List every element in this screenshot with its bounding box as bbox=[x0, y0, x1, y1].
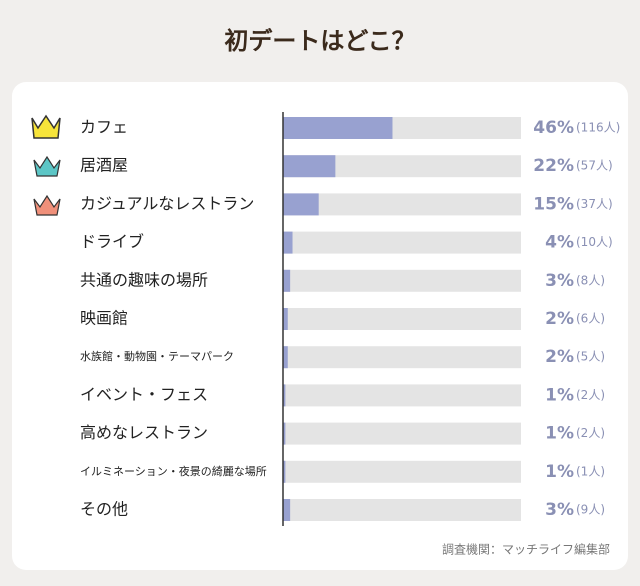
count-label: (1人) bbox=[576, 464, 605, 478]
count-label: (2人) bbox=[576, 426, 605, 440]
category-label: イルミネーション・夜景の綺麗な場所 bbox=[80, 464, 267, 478]
bar-track bbox=[283, 231, 521, 254]
value-label: 2% bbox=[545, 309, 574, 329]
source: 調査機関：マッチライフ編集部 bbox=[442, 542, 610, 557]
bar bbox=[283, 308, 288, 330]
bar bbox=[283, 269, 291, 292]
bar-track bbox=[283, 193, 521, 216]
category-label: 共通の趣味の場所 bbox=[80, 270, 208, 289]
bar-track bbox=[283, 308, 521, 330]
category-label: 映画館 bbox=[80, 309, 128, 328]
bar bbox=[283, 346, 288, 369]
chart-title: 初デートはどこ？ bbox=[224, 27, 415, 55]
category-label: その他 bbox=[80, 500, 128, 519]
value-label: 1% bbox=[545, 385, 574, 405]
value-label: 22% bbox=[533, 156, 574, 176]
value-label: 46% bbox=[533, 118, 574, 138]
category-label: カジュアルなレストラン bbox=[80, 194, 254, 213]
bar bbox=[283, 193, 319, 216]
value-label: 2% bbox=[545, 347, 574, 367]
category-label: イベント・フェス bbox=[80, 385, 208, 404]
bar bbox=[283, 384, 286, 407]
bar-track bbox=[283, 422, 521, 445]
count-label: (2人) bbox=[576, 388, 605, 402]
value-label: 15% bbox=[533, 194, 574, 214]
value-label: 3% bbox=[545, 271, 574, 291]
bar-track bbox=[283, 346, 521, 369]
bar-track bbox=[283, 269, 521, 292]
count-label: (9人) bbox=[576, 503, 605, 517]
bar bbox=[283, 460, 286, 483]
category-label: カフェ bbox=[80, 118, 128, 137]
bar-track bbox=[283, 155, 521, 178]
count-label: (6人) bbox=[576, 312, 605, 326]
count-label: (37人) bbox=[576, 197, 613, 211]
bar-track bbox=[283, 499, 521, 521]
category-label: 居酒屋 bbox=[80, 156, 128, 175]
crown-teal bbox=[33, 155, 61, 177]
count-label: (5人) bbox=[576, 350, 605, 364]
category-label: ドライブ bbox=[80, 232, 144, 251]
count-label: (116人) bbox=[576, 121, 620, 135]
bar bbox=[283, 231, 293, 254]
value-label: 3% bbox=[545, 500, 574, 520]
value-label: 1% bbox=[545, 462, 574, 482]
value-label: 4% bbox=[545, 233, 574, 253]
crown-gold bbox=[31, 114, 61, 139]
category-label: 高めなレストラン bbox=[80, 423, 208, 442]
category-label: 水族館・動物園・テーマパーク bbox=[80, 349, 234, 363]
bar bbox=[283, 422, 286, 445]
count-label: (8人) bbox=[576, 273, 605, 287]
bar-track bbox=[283, 384, 521, 407]
bar bbox=[283, 155, 336, 178]
count-label: (57人) bbox=[576, 159, 613, 173]
count-label: (10人) bbox=[576, 235, 613, 249]
crown-salmon bbox=[33, 194, 61, 216]
value-label: 1% bbox=[545, 424, 574, 444]
bar-track bbox=[283, 460, 521, 483]
bar bbox=[283, 117, 393, 139]
bar bbox=[283, 499, 291, 521]
